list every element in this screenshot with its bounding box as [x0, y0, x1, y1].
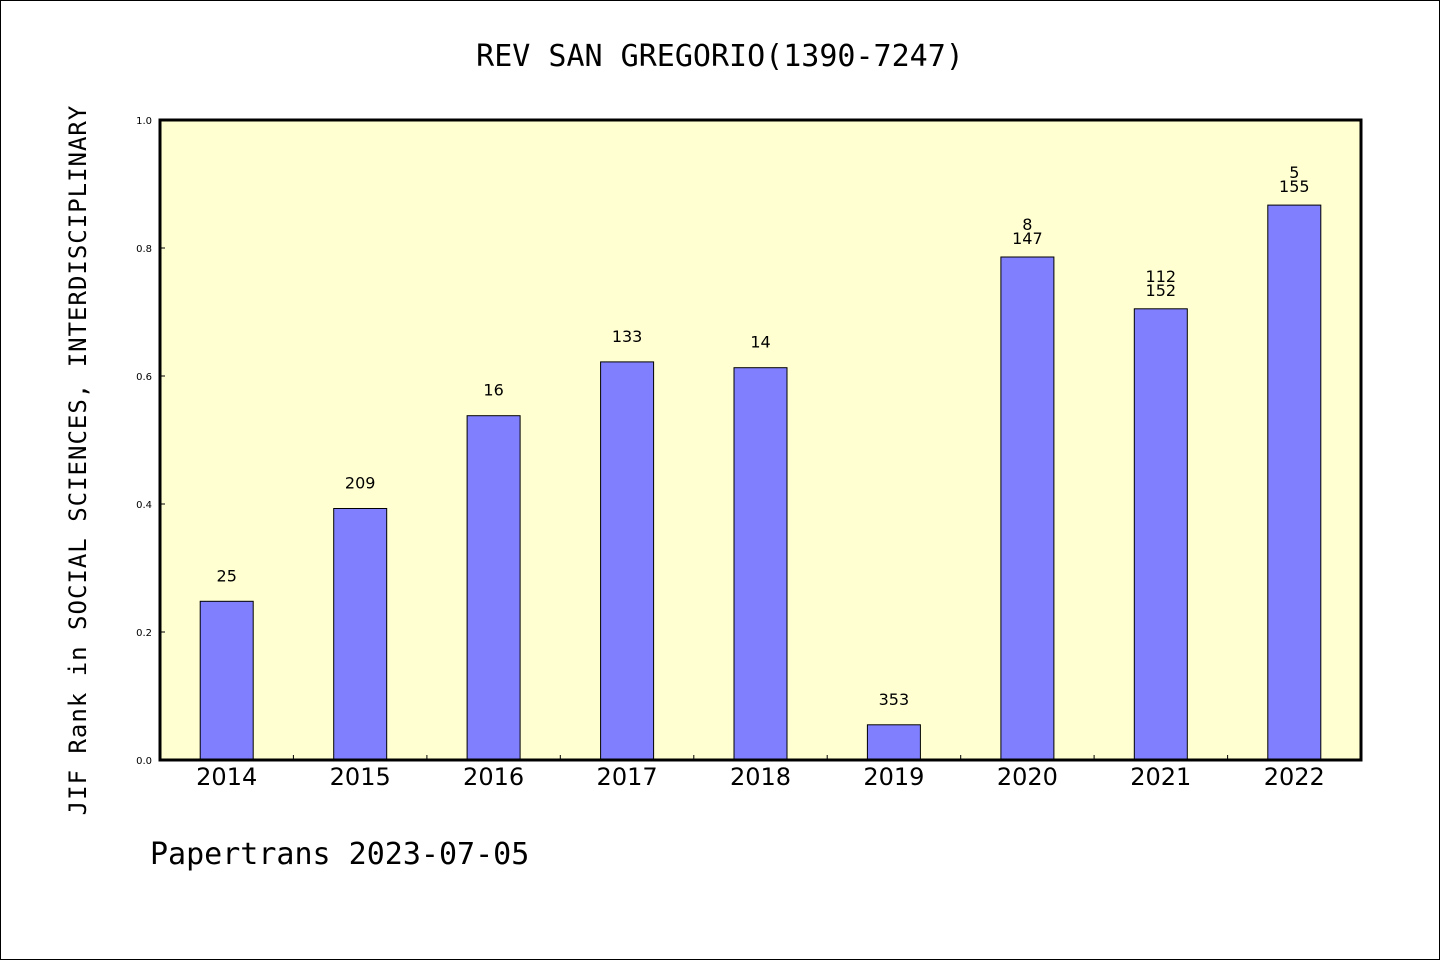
x-tick-label: 2019	[863, 763, 924, 791]
bar-2021	[1133, 308, 1188, 761]
bar-2015	[333, 508, 388, 761]
data-label: 152	[1146, 281, 1177, 300]
data-label: 209	[345, 474, 376, 493]
y-tick-label: 0.0	[136, 756, 152, 767]
data-label: 16	[483, 381, 503, 400]
bar-2022	[1267, 204, 1322, 761]
y-tick-label: 0.4	[136, 500, 152, 511]
bar-2016	[466, 415, 521, 761]
x-tick-label: 2015	[330, 763, 391, 791]
footer-credit: Papertrans 2023-07-05	[150, 837, 529, 872]
x-tick-label: 2018	[730, 763, 791, 791]
bar-2020	[1000, 256, 1055, 761]
bars-layer	[199, 204, 1322, 761]
data-label: 353	[879, 690, 910, 709]
data-label: 8	[1022, 215, 1032, 234]
x-tick-label: 2022	[1264, 763, 1325, 791]
bar-2019	[866, 724, 921, 761]
data-label: 112	[1146, 267, 1177, 286]
x-tick-label: 2020	[997, 763, 1058, 791]
bar-2018	[733, 367, 788, 761]
x-tick-label: 2014	[196, 763, 257, 791]
x-tick-label: 2021	[1130, 763, 1191, 791]
data-label: 155	[1279, 177, 1310, 196]
plot-border	[158, 118, 1363, 762]
y-tick-label: 1.0	[136, 116, 152, 127]
data-label: 5	[1289, 163, 1299, 182]
data-label: 147	[1012, 229, 1043, 248]
data-label: 25	[217, 566, 237, 585]
y-tick-label: 0.2	[136, 628, 152, 639]
y-tick-label: 0.8	[136, 244, 152, 255]
y-tick-label: 0.6	[136, 372, 152, 383]
bar-2014	[199, 600, 254, 761]
data-label: 14	[750, 333, 770, 352]
data-label: 133	[612, 327, 643, 346]
chart-title: REV SAN GREGORIO(1390-7247)	[476, 39, 964, 74]
bar-2017	[600, 361, 655, 761]
x-tick-label: 2016	[463, 763, 524, 791]
y-axis-label: JIF Rank in SOCIAL SCIENCES, INTERDISCIP…	[64, 105, 92, 816]
x-axis-ticks: 2014 2015 2016 2017 2018 2019 2020 2021 2022	[196, 755, 1325, 791]
x-tick-label: 2017	[597, 763, 658, 791]
